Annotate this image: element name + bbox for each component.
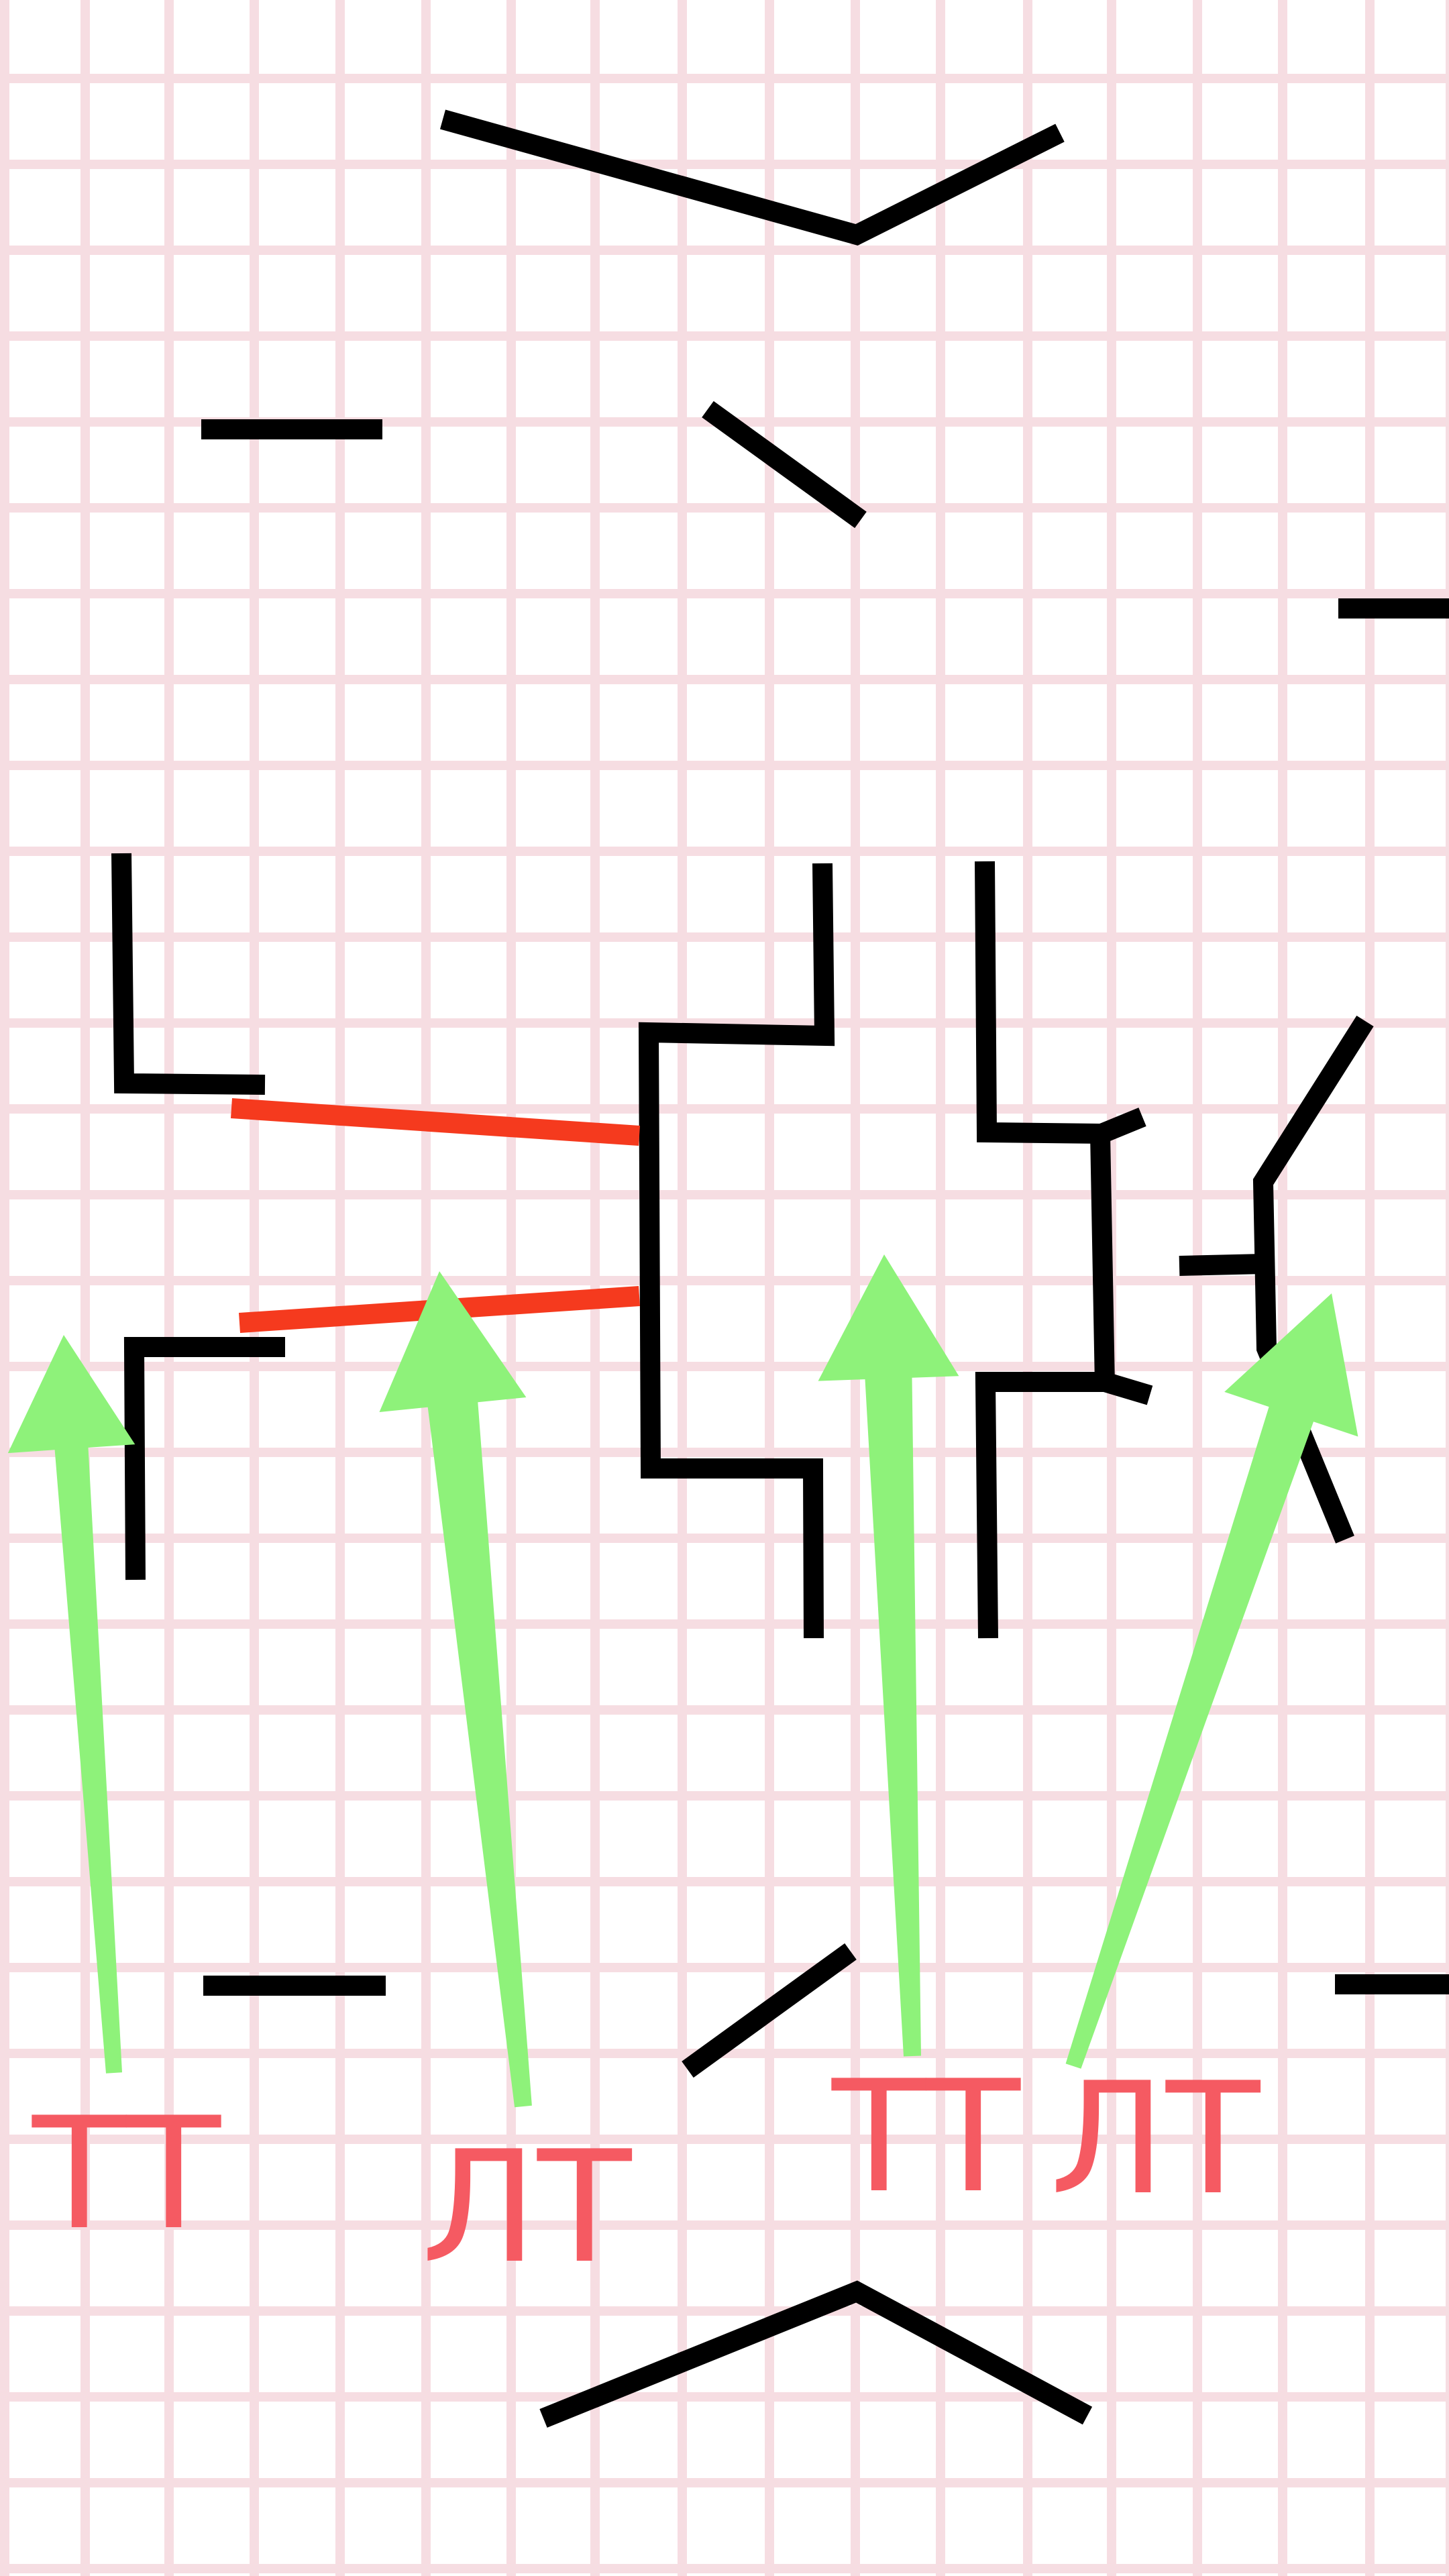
grid-line-horizontal xyxy=(0,2306,1449,2316)
grid-line-horizontal xyxy=(0,1104,1449,1114)
bottom-chevron xyxy=(539,2280,1093,2428)
grid-line-horizontal xyxy=(0,2478,1449,2487)
grid-line-horizontal xyxy=(0,2135,1449,2144)
grid-line-horizontal xyxy=(0,1877,1449,1886)
grid-line-horizontal xyxy=(0,1619,1449,1629)
grid-line-vertical xyxy=(851,0,860,2576)
grid-line-horizontal xyxy=(0,2220,1449,2230)
grid-line-vertical xyxy=(765,0,774,2576)
arrow-up-icon xyxy=(818,1254,959,2057)
arrow-up-icon xyxy=(7,1335,136,2074)
grid-line-vertical xyxy=(1193,0,1202,2576)
grid-line-horizontal xyxy=(0,1276,1449,1285)
grid-line-vertical xyxy=(421,0,431,2576)
labels: ТТ ЛТ ТТ ЛТ xyxy=(32,2048,1261,2298)
grid-line-horizontal xyxy=(0,1018,1449,1028)
grid-line-horizontal xyxy=(0,74,1449,83)
grid-line-horizontal xyxy=(0,2564,1449,2573)
label-tt-left: ТТ xyxy=(32,2085,221,2264)
green-arrows xyxy=(7,1254,1358,2108)
bracket-left-bottom xyxy=(123,1337,285,1580)
grid-line-horizontal xyxy=(0,246,1449,255)
red-link-upper xyxy=(230,1098,641,1146)
bracket-left-top xyxy=(111,853,266,1095)
grid-line-vertical xyxy=(1365,0,1375,2576)
grid-line-horizontal xyxy=(0,761,1449,770)
grid-line-vertical xyxy=(678,0,687,2576)
grid-line-horizontal xyxy=(0,675,1449,684)
grid-line-horizontal xyxy=(0,847,1449,856)
label-lt-left: ЛТ xyxy=(421,2118,633,2298)
arrow-up-icon xyxy=(1065,1293,1358,2069)
grid-line-horizontal xyxy=(0,503,1449,513)
bracket-right-bottom xyxy=(975,1372,1153,1639)
grid-line-vertical xyxy=(335,0,345,2576)
grid-line-horizontal xyxy=(0,1190,1449,1199)
bracket-right-top xyxy=(975,861,1146,1144)
grid-line-horizontal xyxy=(0,331,1449,341)
grid-line-horizontal xyxy=(0,1791,1449,1801)
grid-line-horizontal xyxy=(0,1448,1449,1457)
grid-line-vertical xyxy=(1278,0,1287,2576)
grid-line-horizontal xyxy=(0,160,1449,169)
short-dash-far-right xyxy=(1179,1254,1264,1276)
grid-line-horizontal xyxy=(0,589,1449,598)
grid-line-vertical xyxy=(936,0,945,2576)
label-lt-right: ЛТ xyxy=(1050,2050,1261,2229)
grid-line-vertical xyxy=(1023,0,1032,2576)
grid-line-horizontal xyxy=(0,1534,1449,1543)
grid-line-vertical xyxy=(80,0,90,2576)
slash-center-upper xyxy=(702,400,867,529)
grid-line-vertical xyxy=(590,0,600,2576)
zigzag-center xyxy=(638,863,835,1639)
grid-line-vertical xyxy=(250,0,259,2576)
grid-line-vertical xyxy=(0,0,9,2576)
far-right-stroke xyxy=(1252,1015,1374,1544)
grid-line-horizontal xyxy=(0,1705,1449,1715)
label-tt-right: ТТ xyxy=(831,2048,1021,2227)
grid-line-horizontal xyxy=(0,1963,1449,1972)
arrow-up-icon xyxy=(379,1271,532,2108)
grid-line-horizontal xyxy=(0,1362,1449,1371)
grid-line-vertical xyxy=(1446,0,1449,2576)
grid-line-horizontal xyxy=(0,932,1449,942)
grid-line-horizontal xyxy=(0,2392,1449,2402)
grid-line-vertical xyxy=(164,0,174,2576)
vertical-right-mid xyxy=(1090,1133,1115,1386)
top-chevron xyxy=(439,109,1065,246)
black-strokes xyxy=(111,109,1449,2428)
slash-center-lower xyxy=(682,1943,857,2078)
